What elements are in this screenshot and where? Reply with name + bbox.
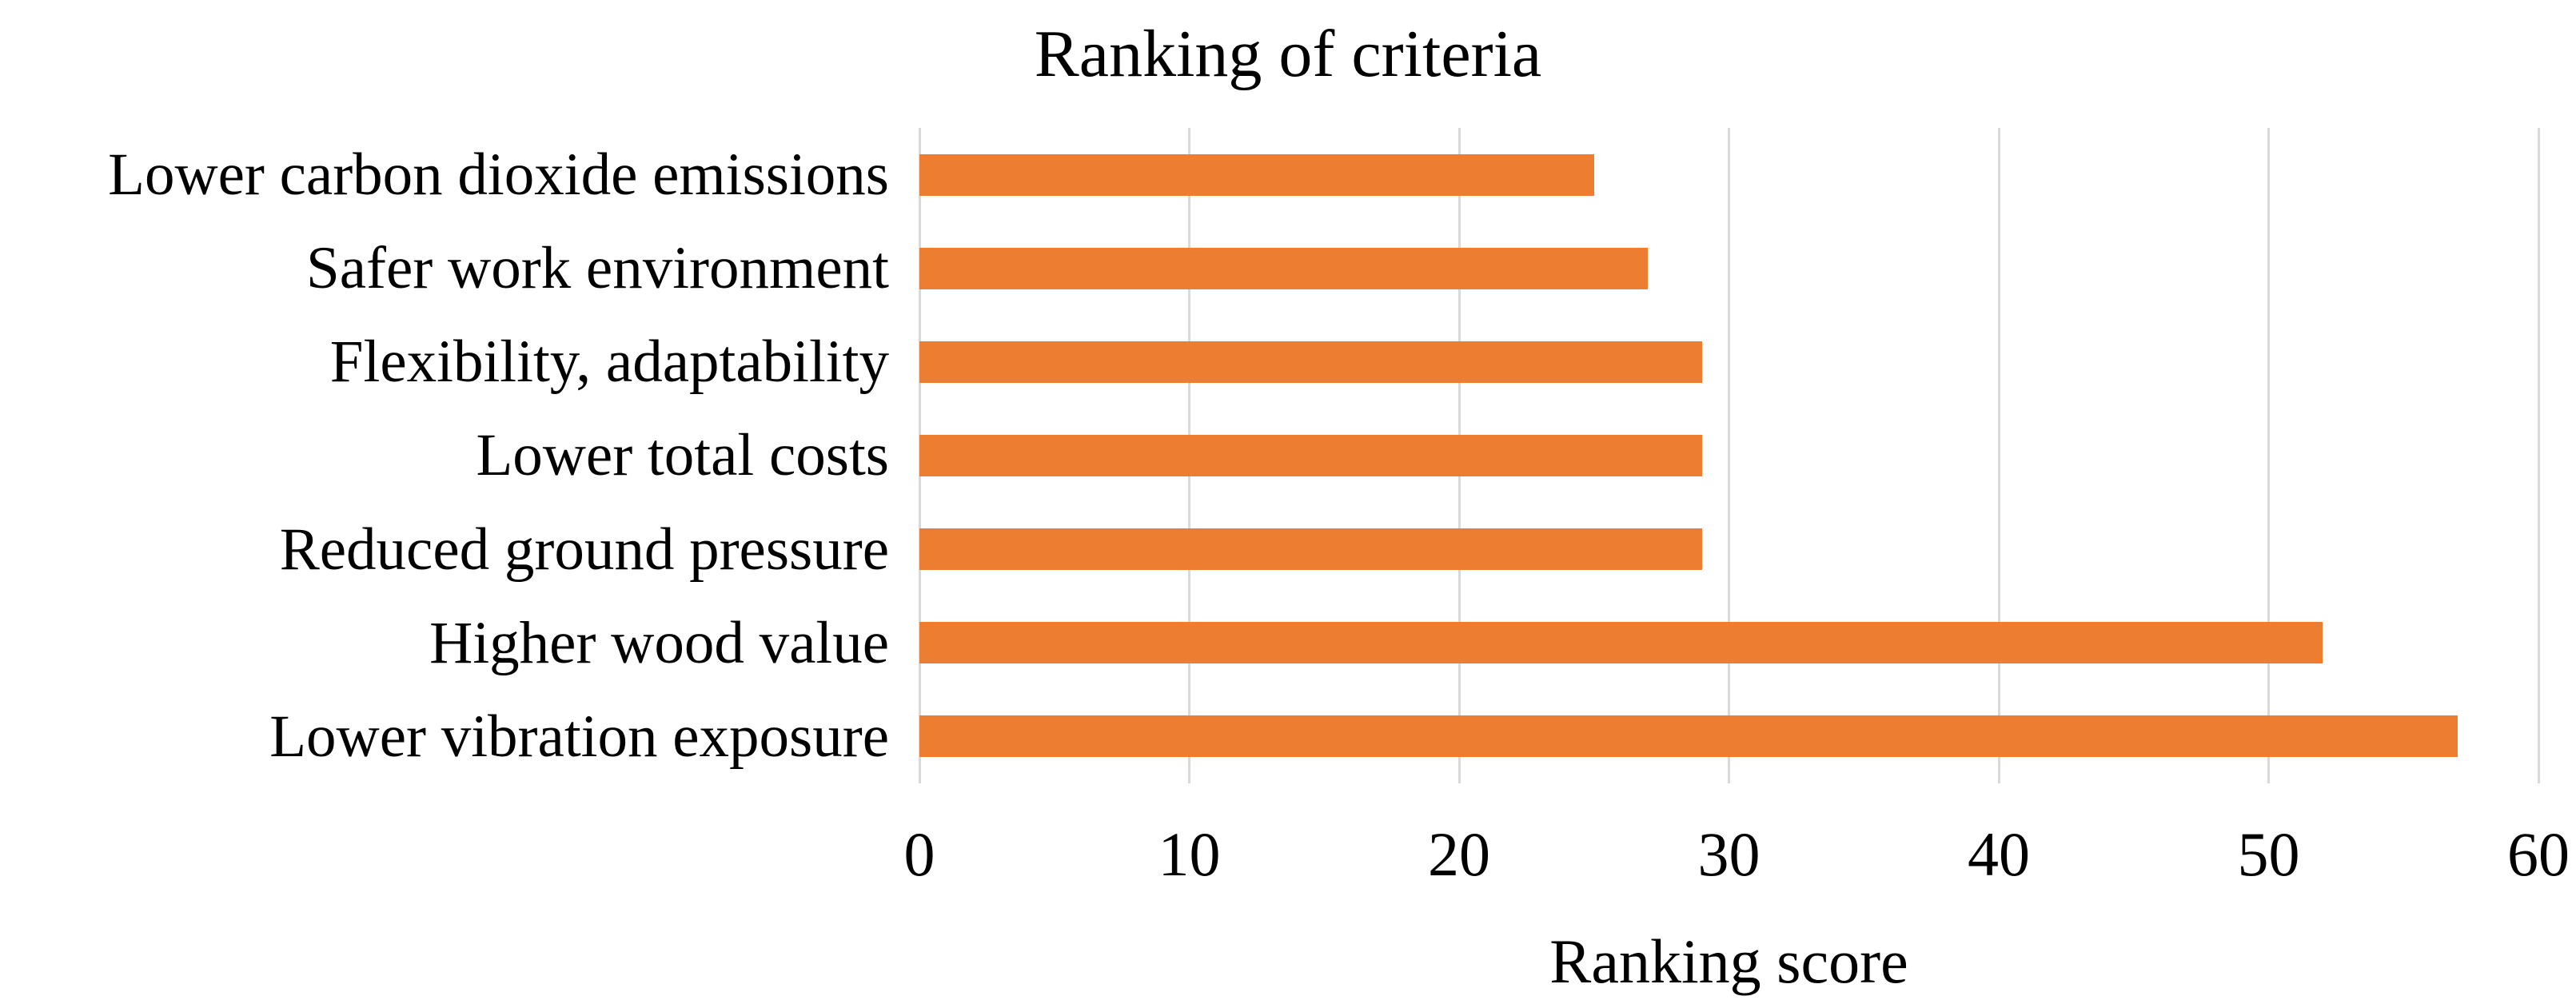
bar-0 xyxy=(919,153,1594,196)
x-tick-label-40: 40 xyxy=(1968,819,2030,889)
x-axis-title: Ranking score xyxy=(1549,926,1908,996)
gridline-60 xyxy=(2537,128,2540,783)
x-tick-label-10: 10 xyxy=(1158,819,1221,889)
category-axis-labels: Lower carbon dioxide emissions Safer work… xyxy=(0,128,889,783)
bar-5 xyxy=(919,622,2323,664)
x-tick-label-30: 30 xyxy=(1697,819,1761,889)
bar-3 xyxy=(919,435,1702,476)
bar-2 xyxy=(919,341,1702,383)
category-label-1: Safer work environment xyxy=(306,235,889,302)
bar-4 xyxy=(919,528,1702,571)
category-label-6: Lower vibration exposure xyxy=(269,703,889,770)
chart-title: Ranking of criteria xyxy=(1034,17,1542,91)
gridline-50 xyxy=(2267,128,2270,783)
x-tick-label-60: 60 xyxy=(2507,819,2570,889)
x-tick-label-20: 20 xyxy=(1428,819,1490,889)
x-tick-label-0: 0 xyxy=(903,819,935,889)
category-label-2: Flexibility, adaptability xyxy=(329,329,889,396)
category-label-4: Reduced ground pressure xyxy=(279,516,889,583)
category-label-5: Higher wood value xyxy=(429,609,889,676)
x-tick-label-50: 50 xyxy=(2237,819,2300,889)
bar-6 xyxy=(919,715,2458,758)
category-label-0: Lower carbon dioxide emissions xyxy=(108,141,889,209)
bar-1 xyxy=(919,247,1649,289)
plot-area xyxy=(918,128,2540,783)
gridline-40 xyxy=(1997,128,2000,783)
gridline-30 xyxy=(1728,128,1730,783)
category-label-3: Lower total costs xyxy=(476,422,889,489)
